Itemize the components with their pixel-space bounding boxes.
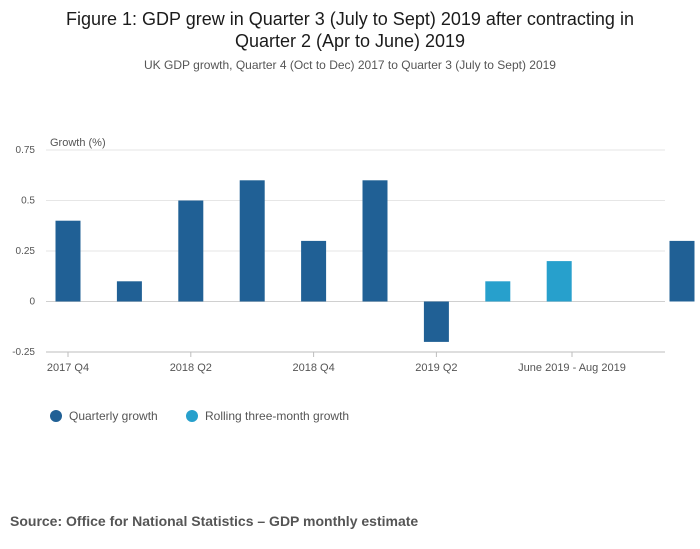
x-tick-label: 2018 Q4 (292, 362, 334, 374)
bar-quarterly-2 (178, 200, 204, 302)
chart-title-line-1: Figure 1: GDP grew in Quarter 3 (July to… (66, 9, 634, 29)
x-tick-label: 2018 Q2 (170, 362, 212, 374)
source-note: Source: Office for National Statistics –… (10, 513, 419, 529)
bar-quarterly-3 (239, 180, 265, 302)
legend-swatch-1 (186, 410, 198, 422)
bar-rolling-7 (485, 281, 511, 302)
y-tick-label: -0.25 (12, 347, 35, 358)
x-tick-label: June 2019 - Aug 2019 (518, 362, 626, 374)
y-tick-label: 0.25 (16, 246, 36, 257)
bar-quarterly-10 (669, 240, 695, 302)
bar-quarterly-1 (116, 281, 142, 302)
bar-quarterly-4 (301, 240, 327, 302)
bar-rolling-8 (546, 261, 572, 302)
y-axis-label: Growth (%) (50, 137, 106, 149)
chart-subtitle: UK GDP growth, Quarter 4 (Oct to Dec) 20… (144, 58, 556, 72)
chart-title: Figure 1: GDP grew in Quarter 3 (July to… (20, 8, 680, 52)
y-tick-label: 0 (29, 297, 35, 308)
x-tick-label: 2017 Q4 (47, 362, 89, 374)
chart-title-line-2: Quarter 2 (Apr to June) 2019 (234, 31, 466, 51)
bar-quarterly-6 (423, 301, 449, 342)
legend-label-1: Rolling three-month growth (205, 409, 349, 423)
y-tick-label: 0.75 (16, 145, 36, 156)
legend-swatch-0 (50, 410, 62, 422)
gdp-bar-chart: 0.75 0.5 0.25 0 -0.25 Growth (%) 2017 Q4 2018 Q… (12, 137, 695, 423)
y-tick-label: 0.5 (21, 196, 35, 207)
bar-quarterly-5 (362, 180, 388, 302)
x-tick-label: 2019 Q2 (415, 362, 457, 374)
legend-label-0: Quarterly growth (69, 409, 158, 423)
bar-quarterly-0 (55, 220, 81, 302)
